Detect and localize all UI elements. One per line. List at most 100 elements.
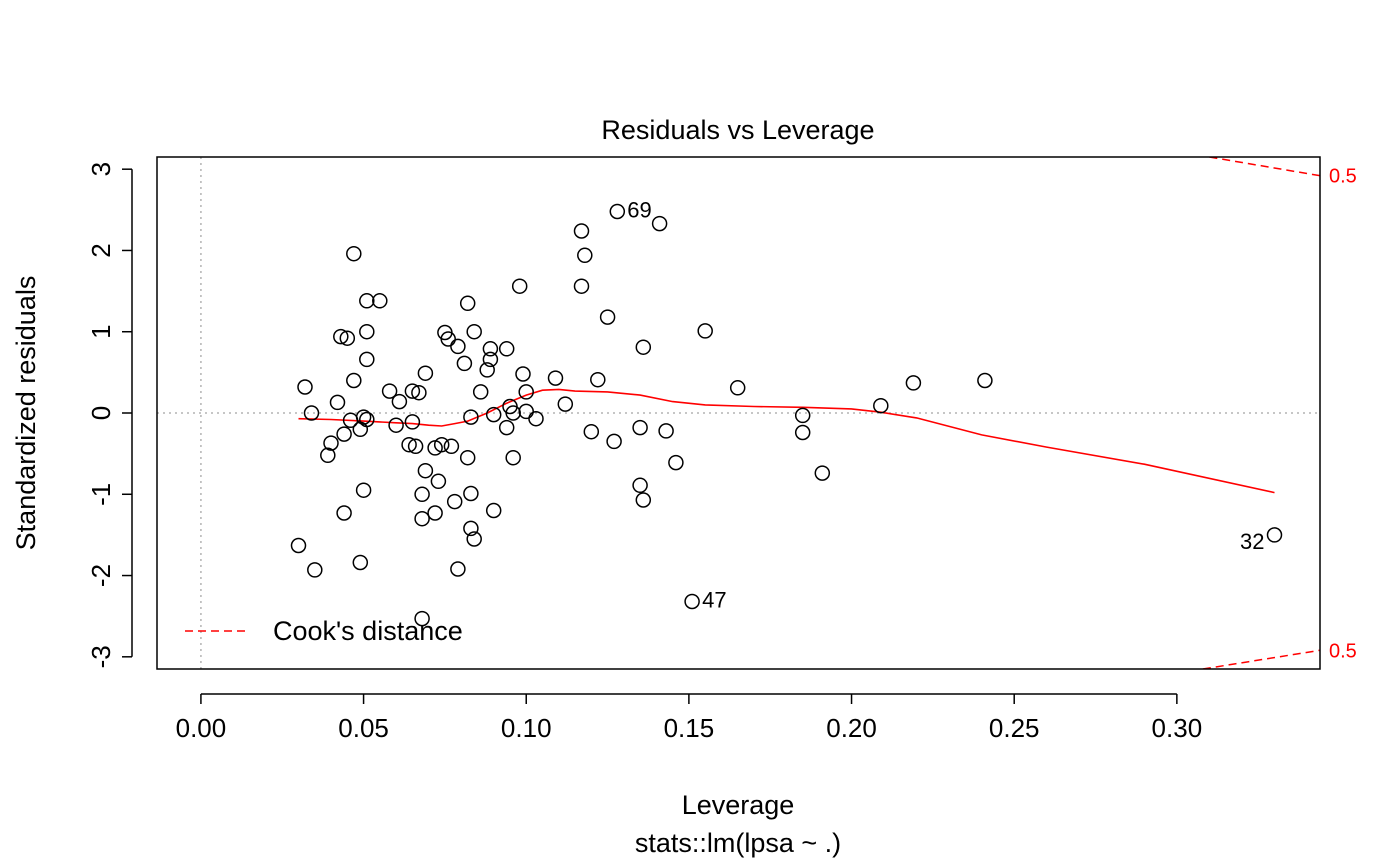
cook-contour-label-1: 0.5: [1329, 640, 1357, 662]
data-point: [355, 409, 372, 425]
data-point: [466, 323, 482, 340]
data-point: [729, 380, 746, 396]
data-point: [873, 397, 889, 414]
data-point: [977, 372, 993, 389]
data-point: [443, 438, 460, 455]
data-point: [456, 355, 473, 372]
data-point: [359, 351, 375, 368]
data-point: [651, 215, 668, 232]
data-point: [297, 379, 313, 395]
data-point: [515, 366, 531, 382]
data-point: [346, 245, 362, 262]
point-labels: 69 47 32: [627, 198, 1264, 613]
y-tick-label: 1: [86, 324, 116, 338]
data-point: [391, 393, 408, 410]
data-point: [463, 409, 479, 425]
x-tick-label: 0.05: [338, 713, 389, 743]
data-point: [414, 510, 430, 527]
y-tick-label: -1: [86, 483, 116, 506]
data-point: [632, 477, 648, 494]
data-point: [459, 295, 476, 312]
data-point: [433, 436, 450, 453]
data-point: [606, 433, 622, 450]
data-point: [498, 419, 515, 436]
data-point: [404, 383, 421, 399]
data-point: [417, 462, 434, 479]
y-tick-label: -3: [86, 645, 116, 668]
data-point: [352, 554, 369, 571]
data-point: [528, 410, 544, 427]
point-label-47: 47: [702, 588, 726, 613]
data-point: [498, 341, 515, 357]
data-point: [668, 454, 684, 471]
data-point: [573, 223, 590, 239]
data-point: [381, 383, 398, 399]
data-point: [697, 323, 713, 339]
x-tick-label: 0.20: [826, 713, 877, 743]
data-point: [466, 531, 482, 547]
cook-contour-label-0: 0.5: [1329, 166, 1357, 188]
x-tick-label: 0.00: [176, 713, 227, 743]
smooth-line-group: [298, 388, 1275, 494]
y-tick-label: 0: [86, 406, 116, 420]
chart-title: Residuals vs Leverage: [601, 115, 874, 145]
data-point: [518, 384, 534, 400]
data-point: [511, 278, 528, 294]
data-point: [407, 438, 424, 455]
data-point: [794, 407, 811, 424]
data-point: [359, 411, 375, 428]
data-point: [547, 370, 564, 386]
data-point: [505, 405, 521, 421]
legend-cook-label: Cook's distance: [273, 616, 463, 646]
data-point: [427, 505, 443, 521]
data-point: [479, 362, 495, 378]
data-point: [485, 502, 502, 519]
data-point: [635, 492, 652, 508]
data-point: [450, 338, 466, 355]
x-tick-label: 0.30: [1152, 713, 1203, 743]
data-point: [905, 375, 922, 391]
data-point: [573, 278, 590, 294]
data-point: [440, 331, 456, 347]
data-points: [290, 203, 1283, 627]
cook-contour-labels: 0.5 0.5: [1329, 166, 1357, 663]
smooth-line: [298, 388, 1275, 494]
data-point: [794, 424, 811, 441]
x-axis: 0.00 0.05 0.10 0.15 0.20 0.25 0.30: [176, 693, 1203, 743]
data-point: [339, 330, 356, 346]
y-tick-label: 3: [86, 162, 116, 176]
data-point: [482, 341, 499, 357]
data-point: [359, 323, 375, 340]
data-point: [411, 384, 427, 401]
data-point: [482, 351, 499, 368]
x-tick-label: 0.10: [501, 713, 552, 743]
y-tick-label: -2: [86, 564, 116, 587]
data-point: [303, 405, 320, 421]
cooks-distance-contours: [1202, 157, 1320, 669]
data-point: [346, 372, 362, 389]
data-point: [635, 339, 652, 355]
y-tick-label: 2: [86, 243, 116, 257]
data-point: [459, 449, 476, 466]
plot-frame: [156, 156, 1321, 670]
data-point: [485, 406, 502, 423]
data-point: [583, 423, 600, 440]
legend: Cook's distance: [185, 616, 463, 646]
data-point: [1266, 527, 1283, 543]
data-point: [388, 417, 404, 433]
data-point: [414, 486, 430, 503]
data-point: [336, 505, 352, 521]
data-point: [505, 449, 521, 466]
point-label-32: 32: [1240, 529, 1264, 554]
data-point: [336, 426, 352, 442]
x-tick-label: 0.25: [989, 713, 1040, 743]
data-point: [320, 447, 336, 464]
data-point: [417, 365, 434, 381]
data-point: [472, 384, 489, 400]
data-point: [450, 561, 466, 577]
data-point: [590, 371, 606, 388]
data-point: [609, 203, 626, 220]
cook-contour-0: [1209, 157, 1320, 177]
data-point: [307, 562, 323, 578]
data-point: [359, 293, 375, 309]
